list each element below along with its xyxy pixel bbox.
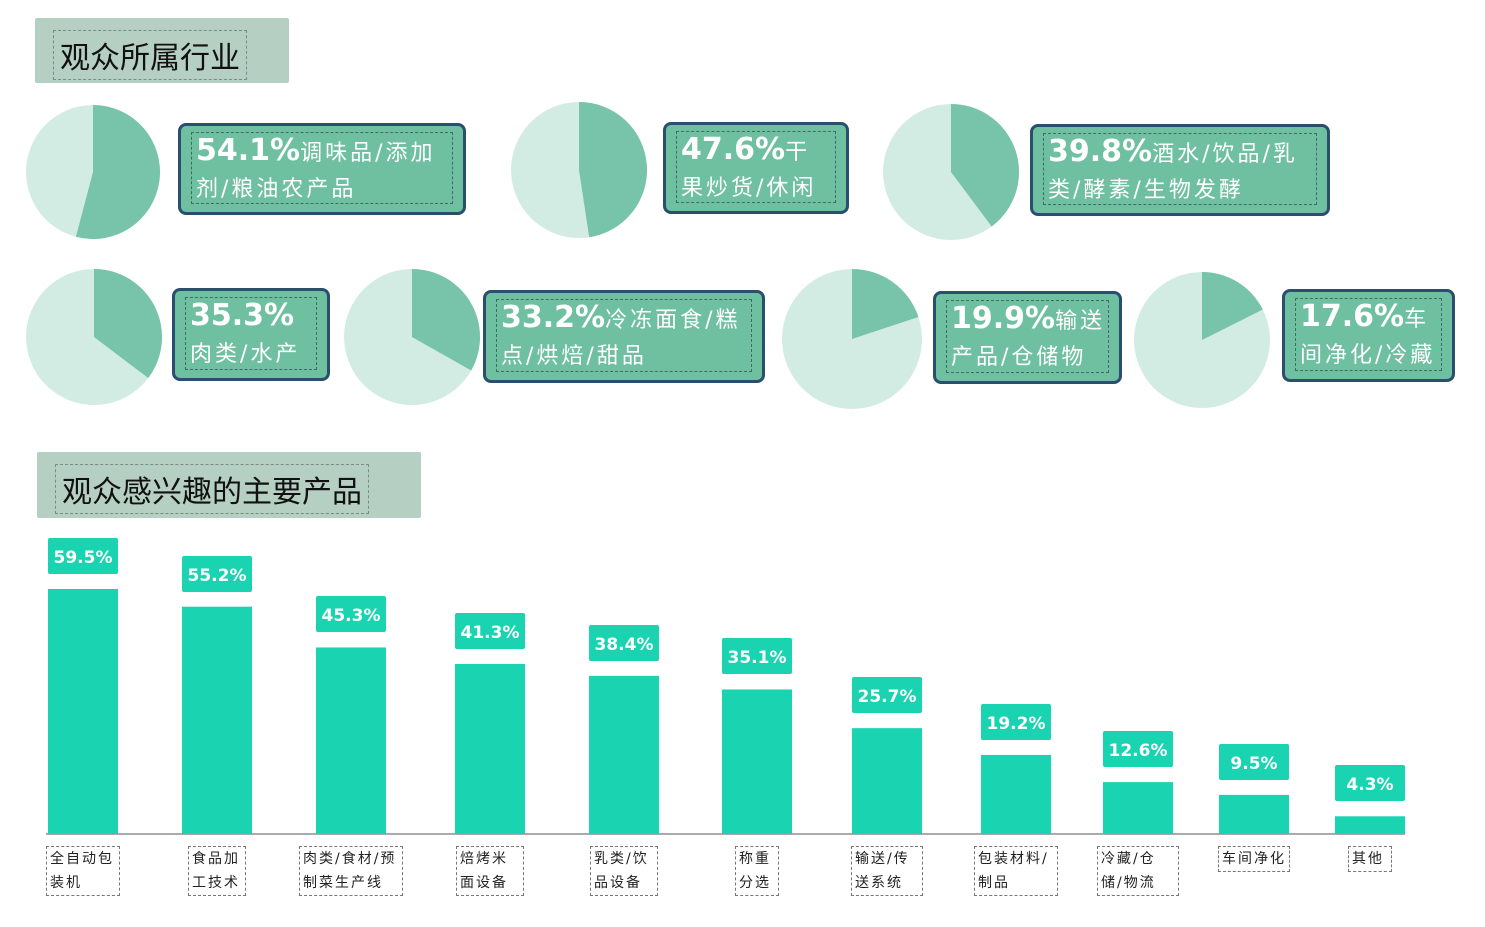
pie-category: 干果炒货/休闲食品 — [681, 140, 817, 201]
bar-value-label: 12.6% — [1101, 729, 1175, 770]
pie-slice — [75, 105, 161, 239]
bar-value-label: 19.2% — [979, 701, 1053, 742]
bar-title: 观众感兴趣的主要产品 — [55, 464, 369, 514]
x-tick-label: 肉类/食材/预制菜生产线 — [299, 846, 403, 896]
bar-value-label: 9.5% — [1217, 741, 1291, 782]
bar — [981, 754, 1051, 834]
pie-title: 观众所属行业 — [53, 30, 247, 80]
bar — [722, 689, 792, 834]
pie-value-label: 33.2% — [501, 300, 606, 335]
x-tick-label: 包装材料/制品 — [974, 846, 1058, 896]
pie-value-label: 39.8% — [1048, 134, 1153, 169]
x-tick-label: 输送/传送系统 — [851, 846, 923, 896]
pie-label-box: 54.1%调味品/添加剂/粮油农产品 — [178, 123, 466, 215]
pie-label: 19.9%输送产品/仓储物流 — [946, 300, 1109, 373]
bar-value-label: 35.1% — [720, 636, 794, 677]
pie-category: 肉类/水产及食材 — [190, 342, 301, 367]
pie-category: 冷冻面食/糕点/烘焙/甜品 — [501, 308, 741, 369]
bar — [316, 647, 386, 834]
pie-label-box: 35.3% 肉类/水产及食材 — [172, 288, 330, 381]
bar-value-label: 38.4% — [587, 622, 661, 663]
pie-value-label: 35.3% — [190, 298, 295, 333]
pie-label-box: 19.9%输送产品/仓储物流 — [933, 291, 1122, 384]
pie-label: 54.1%调味品/添加剂/粮油农产品 — [191, 132, 453, 204]
pie-slice — [951, 104, 1020, 227]
section-header: 观众感兴趣的主要产品 — [37, 452, 421, 518]
bar — [589, 675, 659, 834]
bar-value-label: 4.3% — [1333, 763, 1407, 804]
section-header: 观众所属行业 — [35, 18, 289, 83]
x-tick-label: 冷藏/仓储/物流 — [1097, 846, 1179, 896]
bar — [852, 728, 922, 834]
pie-category: 调味品/添加剂/粮油农产品 — [196, 141, 436, 202]
pie-label-box: 47.6%干果炒货/休闲食品 — [663, 122, 849, 214]
pie-category: 车间净化/冷藏技术 — [1300, 307, 1436, 368]
pie-slice — [852, 269, 919, 339]
bar — [1103, 782, 1173, 834]
x-tick-label: 其他 — [1348, 846, 1392, 872]
pie-slice — [94, 269, 162, 378]
bar — [182, 606, 252, 834]
bar — [1335, 816, 1405, 834]
pie-label: 47.6%干果炒货/休闲食品 — [676, 131, 836, 203]
pie-slice — [412, 269, 481, 371]
x-tick-label: 车间净化 — [1218, 846, 1290, 872]
pie-label: 17.6%车间净化/冷藏技术 — [1295, 298, 1442, 371]
bar — [1219, 794, 1289, 834]
pie-value-label: 17.6% — [1300, 299, 1405, 334]
x-tick-label: 称重分选 — [735, 846, 779, 896]
pie-label-box: 17.6%车间净化/冷藏技术 — [1282, 289, 1455, 382]
bar-value-label: 41.3% — [453, 610, 527, 651]
bar — [455, 663, 525, 834]
pie-label: 39.8%酒水/饮品/乳类/酵素/生物发酵 — [1043, 133, 1317, 205]
pie-slice — [1202, 272, 1263, 340]
bar-value-label: 55.2% — [180, 553, 254, 594]
pie-category: 输送产品/仓储物流 — [951, 309, 1106, 370]
pie-value-label: 47.6% — [681, 132, 786, 167]
pie-label: 33.2%冷冻面食/糕点/烘焙/甜品 — [496, 299, 752, 372]
x-tick-label: 乳类/饮品设备 — [590, 846, 658, 896]
pie-label: 35.3% 肉类/水产及食材 — [185, 297, 317, 370]
pie-slice — [579, 102, 647, 238]
bar-value-label: 59.5% — [46, 536, 120, 576]
pie-category: 酒水/饮品/乳类/酵素/生物发酵 — [1048, 142, 1298, 203]
x-tick-label: 全自动包装机 — [46, 846, 120, 896]
pie-label-box: 39.8%酒水/饮品/乳类/酵素/生物发酵 — [1030, 124, 1330, 216]
x-tick-label: 食品加工技术 — [188, 846, 246, 896]
pie-label-box: 33.2%冷冻面食/糕点/烘焙/甜品 — [483, 290, 765, 383]
bar-value-label: 25.7% — [850, 675, 924, 716]
pie-value-label: 54.1% — [196, 133, 301, 168]
x-tick-label: 焙烤米面设备 — [456, 846, 524, 896]
pie-value-label: 19.9% — [951, 301, 1056, 336]
bar — [48, 589, 118, 834]
bar-value-label: 45.3% — [314, 594, 388, 635]
